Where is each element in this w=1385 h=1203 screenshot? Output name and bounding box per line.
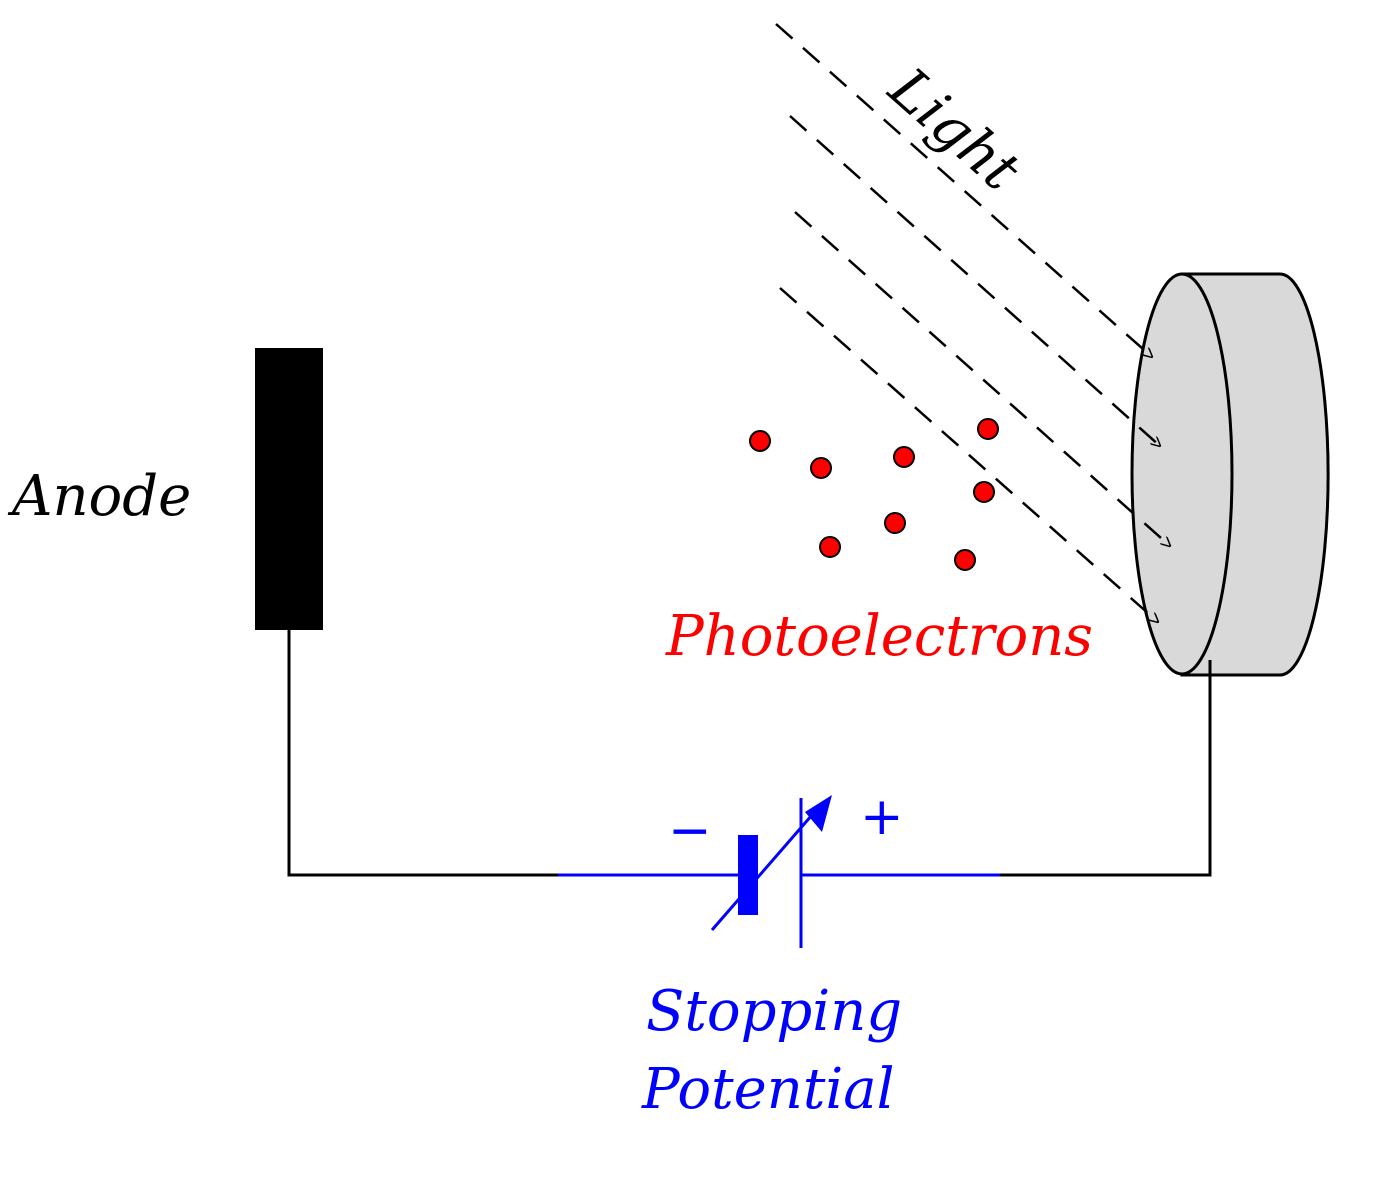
- variable-arrow: [710, 814, 814, 931]
- photoelectron: [749, 430, 771, 452]
- battery-negative-plate: [738, 835, 758, 915]
- photoelectrons: [749, 418, 999, 571]
- circuit-wire: [287, 630, 1212, 877]
- photoelectrons-label: Photoelectrons: [665, 604, 1093, 669]
- photoelectron: [884, 512, 906, 534]
- photoelectron: [893, 446, 915, 468]
- photoelectron: [819, 536, 841, 558]
- light-rays: [775, 23, 1170, 622]
- plus-sign: +: [860, 787, 904, 847]
- light-ray: [789, 115, 1160, 446]
- photoelectron: [973, 481, 995, 503]
- photoelectron: [954, 549, 976, 571]
- anode-plate: [255, 348, 323, 630]
- stopping-potential-label-line1: Stopping: [646, 979, 902, 1044]
- light-ray: [794, 211, 1170, 546]
- stopping-potential-label-line2: Potential: [641, 1057, 895, 1122]
- minus-sign: −: [668, 801, 712, 861]
- variable-battery: [710, 795, 832, 948]
- light-ray: [779, 287, 1158, 622]
- cathode-disk: [1130, 272, 1330, 677]
- light-ray: [775, 23, 1152, 357]
- photoelectron: [810, 457, 832, 479]
- variable-arrowhead: [805, 795, 832, 832]
- photoelectron: [977, 418, 999, 440]
- anode-label: Anode: [7, 464, 191, 529]
